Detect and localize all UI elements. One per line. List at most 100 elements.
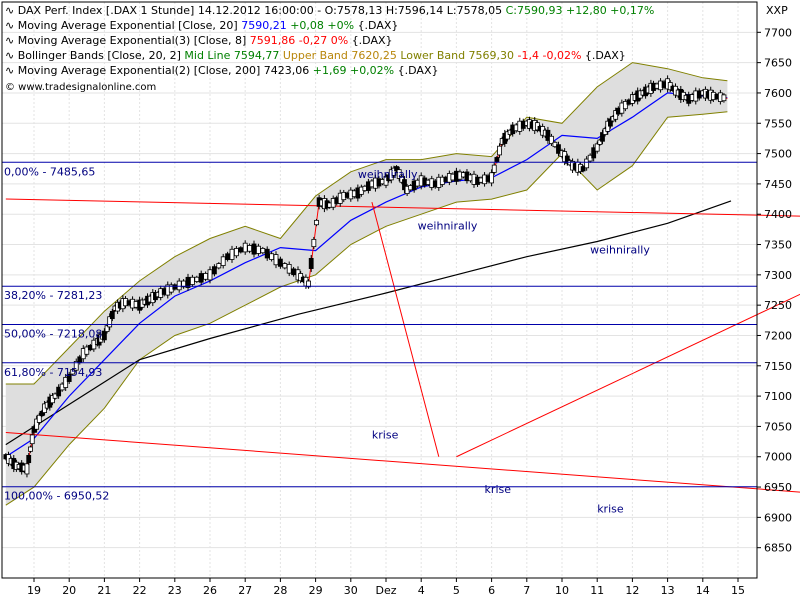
y-tick-label: 7200 [764, 329, 792, 342]
x-tick-label: 10 [555, 584, 569, 597]
candle-body [34, 418, 40, 430]
bollinger-upper-band [5, 62, 728, 385]
candle-body [39, 410, 45, 417]
instrument-ohlc: 14.12.2012 16:00:00 - O:7578,13 H:7596,1… [198, 4, 506, 17]
candle-body [260, 248, 266, 254]
fib-level-label: 100,00% - 6950,52 [4, 490, 109, 503]
candle-body [203, 273, 209, 280]
candle-body [556, 144, 561, 154]
candle-body [229, 248, 235, 260]
candle-body [102, 330, 107, 341]
candle-body [211, 266, 217, 275]
candle-body [238, 247, 244, 253]
candle-body [225, 253, 231, 260]
legend-label: ∿ Moving Average Exponential [Close, 20] [5, 19, 241, 32]
candle-body [233, 248, 239, 257]
legend-change: +1,69 +0,02% [313, 64, 398, 77]
candle-body [291, 268, 297, 276]
candle-body [220, 256, 226, 266]
candle-body [491, 164, 497, 173]
legend-value: 7591,86 [250, 34, 299, 47]
candle-body [104, 325, 110, 332]
y-tick-label: 7600 [764, 87, 792, 100]
x-tick-label: 19 [27, 584, 41, 597]
y-tick-label: 7150 [764, 360, 792, 373]
candle-body [584, 158, 590, 169]
candle-body [29, 434, 35, 445]
x-tick-label: 21 [97, 584, 111, 597]
legend-part: {.DAX} [585, 49, 626, 62]
y-tick-label: 6900 [764, 511, 792, 524]
instrument-header: ∿ DAX Perf. Index [.DAX 1 Stunde] 14.12.… [5, 4, 654, 17]
annotation-label: krise [372, 429, 399, 442]
candle-body [50, 395, 55, 404]
candle-body [545, 129, 551, 141]
red-upper-trendline [5, 198, 800, 217]
fib-level-label: 38,20% - 7281,23 [4, 289, 102, 302]
y-tick-label: 7100 [764, 390, 792, 403]
instrument-close: C:7590,93 +12,80 +0,17% [506, 4, 655, 17]
candle-body [505, 131, 510, 140]
x-tick-label: 6 [488, 584, 495, 597]
fib-level-label: 50,00% - 7218,08 [4, 328, 102, 341]
candle-body [286, 264, 292, 274]
candle-body [207, 269, 213, 281]
legend-label: ∿ Moving Average Exponential(2) [Close, … [5, 64, 264, 77]
candle-body [264, 248, 270, 259]
legend-change: +0,08 +0% [290, 19, 357, 32]
legend-suffix: {.DAX} [358, 19, 399, 32]
candle-body [600, 132, 605, 142]
candle-body [255, 245, 261, 254]
x-tick-label: Dez [375, 584, 396, 597]
candle-body [26, 454, 32, 464]
legend-change: -0,27 0% [299, 34, 352, 47]
candle-body [277, 258, 283, 267]
candle-body [394, 166, 399, 172]
y-tick-label: 6950 [764, 481, 792, 494]
x-tick-label: 29 [309, 584, 323, 597]
candle-body [109, 310, 115, 320]
candle-body [591, 147, 597, 159]
candle-body [273, 254, 279, 266]
annotation-label: weihnirally [418, 219, 478, 232]
legend-entry: ∿ Moving Average Exponential(2) [Close, … [5, 64, 438, 77]
x-tick-label: 23 [168, 584, 182, 597]
x-tick-label: 30 [344, 584, 358, 597]
candle-body [494, 157, 500, 163]
x-tick-label: 7 [523, 584, 530, 597]
candle-body [269, 253, 275, 260]
legend-part: Mid Line 7594,77 [184, 49, 282, 62]
x-tick-label: 28 [273, 584, 287, 597]
y-tick-label: 7500 [764, 148, 792, 161]
red-lower-trendline [5, 431, 800, 493]
y-tick-label: 7700 [764, 26, 792, 39]
candle-body [282, 263, 288, 269]
legend-value: 7423,06 [264, 64, 313, 77]
x-tick-label: 15 [731, 584, 745, 597]
candle-body [198, 273, 204, 283]
bollinger-lower-band [5, 111, 728, 506]
candle-body [84, 346, 90, 355]
candle-body [107, 316, 113, 328]
legend-entry: ∿ Bollinger Bands [Close, 20, 2] Mid Lin… [5, 49, 626, 62]
corner-label: XXP [766, 4, 788, 17]
legend-part: Upper Band 7620,25 [283, 49, 401, 62]
candle-body [189, 276, 195, 285]
legend-part: Lower Band 7569,30 [400, 49, 517, 62]
x-tick-label: 5 [453, 584, 460, 597]
x-tick-label: 13 [661, 584, 675, 597]
legend-part: -1,4 -0,02% [518, 49, 585, 62]
candle-body [36, 414, 42, 423]
plot-frame [1, 1, 758, 579]
candle-body [721, 94, 727, 102]
instrument-name: ∿ DAX Perf. Index [.DAX 1 Stunde] [5, 4, 198, 17]
candle-body [564, 155, 570, 164]
candle-body [622, 101, 628, 110]
y-tick-label: 7400 [764, 208, 792, 221]
x-tick-label: 20 [62, 584, 76, 597]
fib-level-label: 0,00% - 7485,65 [4, 165, 95, 178]
ema-20-line [5, 92, 728, 458]
candle-body [247, 245, 253, 252]
candle-body [216, 263, 222, 269]
